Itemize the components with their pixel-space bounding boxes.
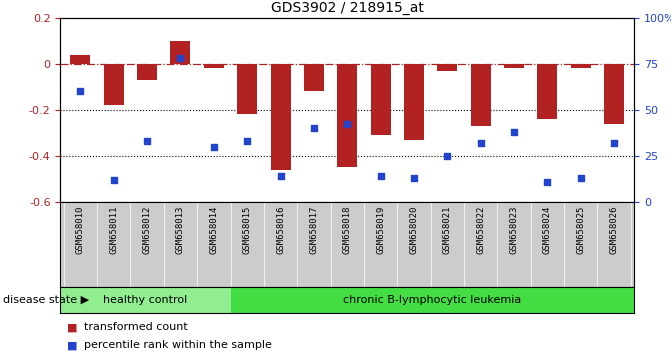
Text: GSM658024: GSM658024	[543, 205, 552, 253]
Point	[609, 140, 619, 146]
Bar	[370, 64, 391, 135]
Bar	[504, 64, 524, 68]
Text: GSM658010: GSM658010	[76, 205, 85, 253]
Text: GSM658011: GSM658011	[109, 205, 118, 253]
Text: GSM658014: GSM658014	[209, 205, 218, 253]
Bar	[437, 64, 458, 71]
Point	[209, 144, 219, 149]
Point	[409, 175, 419, 181]
Bar	[70, 55, 91, 64]
Point	[342, 122, 353, 127]
Point	[475, 140, 486, 146]
Text: transformed count: transformed count	[84, 322, 188, 332]
Point	[242, 138, 252, 144]
Text: GSM658020: GSM658020	[409, 205, 419, 253]
Point	[142, 138, 152, 144]
Text: GSM658016: GSM658016	[276, 205, 285, 253]
Text: ■: ■	[67, 340, 78, 350]
Bar	[404, 64, 424, 140]
Bar	[237, 64, 257, 114]
Point	[509, 129, 519, 135]
Text: disease state ▶: disease state ▶	[3, 295, 89, 305]
Point	[542, 179, 553, 184]
Text: GSM658017: GSM658017	[309, 205, 318, 253]
Point	[575, 175, 586, 181]
Text: GSM658021: GSM658021	[443, 205, 452, 253]
Text: GSM658015: GSM658015	[243, 205, 252, 253]
Bar	[304, 64, 324, 91]
Bar	[60, 287, 231, 313]
Bar	[571, 64, 590, 68]
Text: GSM658022: GSM658022	[476, 205, 485, 253]
Text: healthy control: healthy control	[103, 295, 188, 305]
Bar	[537, 64, 558, 119]
Point	[309, 125, 319, 131]
Point	[375, 173, 386, 179]
Point	[275, 173, 286, 179]
Title: GDS3902 / 218915_at: GDS3902 / 218915_at	[271, 1, 423, 15]
Text: GSM658023: GSM658023	[509, 205, 519, 253]
Point	[75, 88, 86, 94]
Point	[442, 153, 453, 159]
Bar	[231, 287, 634, 313]
Point	[109, 177, 119, 183]
Bar	[204, 64, 224, 68]
Bar	[604, 64, 624, 124]
Text: GSM658026: GSM658026	[609, 205, 619, 253]
Bar	[104, 64, 123, 105]
Text: GSM658012: GSM658012	[143, 205, 152, 253]
Bar	[338, 64, 357, 167]
Text: GSM658019: GSM658019	[376, 205, 385, 253]
Point	[175, 55, 186, 61]
Text: GSM658013: GSM658013	[176, 205, 185, 253]
Bar	[270, 64, 291, 170]
Text: GSM658018: GSM658018	[343, 205, 352, 253]
Text: percentile rank within the sample: percentile rank within the sample	[84, 340, 272, 350]
Bar	[170, 41, 191, 64]
Bar	[470, 64, 491, 126]
Text: GSM658025: GSM658025	[576, 205, 585, 253]
Bar	[137, 64, 157, 80]
Text: chronic B-lymphocytic leukemia: chronic B-lymphocytic leukemia	[343, 295, 521, 305]
Text: ■: ■	[67, 322, 78, 332]
